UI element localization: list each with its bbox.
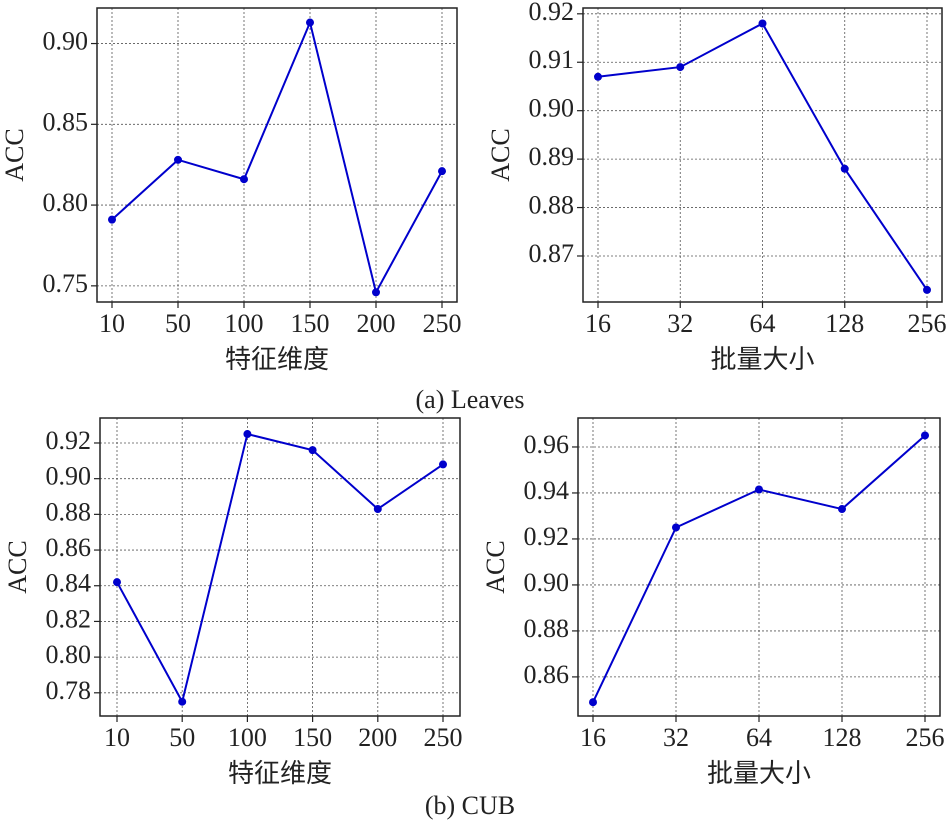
- x-tick-label: 50: [169, 723, 195, 752]
- data-point: [372, 288, 380, 297]
- plot-frame: [99, 417, 461, 717]
- data-point: [306, 18, 314, 27]
- y-axis-label: ACC: [0, 128, 29, 181]
- y-axis-label: ACC: [481, 540, 510, 593]
- x-tick-label: 256: [908, 309, 946, 338]
- data-line: [111, 19, 443, 296]
- x-axis-label: 批量大小: [707, 759, 811, 788]
- data-point: [178, 697, 187, 706]
- y-tick-label: 0.86: [46, 533, 92, 562]
- x-axis-label: 特征维度: [228, 759, 332, 788]
- y-tick-label: 0.90: [524, 568, 570, 597]
- plot-frame: [582, 7, 943, 303]
- y-tick-label: 0.88: [529, 191, 575, 220]
- y-tick-label: 0.90: [43, 27, 89, 56]
- caption: (b) CUB: [425, 791, 515, 820]
- x-tick-label: 10: [104, 723, 130, 752]
- data-point: [676, 63, 685, 72]
- y-tick-label: 0.91: [529, 45, 575, 74]
- x-tick-label: 128: [823, 723, 862, 752]
- y-tick-label: 0.89: [529, 142, 575, 171]
- data-point: [108, 215, 116, 224]
- x-tick-label: 32: [667, 309, 693, 338]
- data-point: [113, 578, 121, 587]
- data-point: [174, 155, 182, 164]
- x-tick-label: 250: [424, 723, 463, 752]
- y-axis-label: ACC: [486, 128, 515, 181]
- x-tick-label: 100: [228, 723, 267, 752]
- y-axis-label: ACC: [3, 540, 32, 593]
- y-tick-label: 0.75: [43, 269, 89, 298]
- y-tick-label: 0.88: [524, 614, 570, 643]
- data-point: [758, 19, 767, 28]
- y-tick-label: 0.80: [46, 640, 92, 669]
- y-tick-label: 0.88: [46, 497, 92, 526]
- y-tick-label: 0.85: [43, 107, 89, 136]
- data-point: [373, 505, 382, 514]
- plot-frame: [96, 7, 458, 303]
- x-tick-label: 200: [357, 309, 396, 338]
- x-tick-label: 10: [99, 309, 125, 338]
- data-point: [755, 485, 763, 494]
- data-point: [840, 164, 849, 173]
- y-tick-label: 0.96: [524, 430, 570, 459]
- x-tick-label: 150: [291, 309, 330, 338]
- x-tick-label: 200: [358, 723, 397, 752]
- x-tick-label: 256: [906, 723, 945, 752]
- y-tick-label: 0.84: [46, 569, 92, 598]
- y-tick-label: 0.92: [529, 0, 575, 26]
- y-tick-label: 0.87: [529, 239, 575, 268]
- x-tick-label: 128: [825, 309, 864, 338]
- y-tick-label: 0.92: [46, 426, 92, 455]
- y-tick-label: 0.90: [46, 462, 92, 491]
- y-tick-label: 0.94: [524, 476, 570, 505]
- x-tick-label: 150: [293, 723, 332, 752]
- x-tick-label: 64: [750, 309, 776, 338]
- plot-frame: [577, 417, 941, 717]
- data-line: [116, 432, 444, 705]
- data-point: [921, 431, 929, 440]
- y-tick-label: 0.92: [524, 522, 570, 551]
- x-tick-label: 16: [585, 309, 611, 338]
- y-tick-label: 0.90: [529, 94, 575, 123]
- x-tick-label: 100: [225, 309, 264, 338]
- data-point: [438, 167, 446, 176]
- data-point: [240, 175, 248, 184]
- x-axis-label: 批量大小: [710, 345, 814, 374]
- data-point: [838, 505, 846, 514]
- data-point: [589, 698, 597, 707]
- y-tick-label: 0.82: [46, 604, 92, 633]
- x-tick-label: 250: [423, 309, 462, 338]
- data-point: [439, 460, 447, 469]
- y-tick-label: 0.86: [524, 660, 570, 689]
- data-point: [594, 72, 602, 81]
- x-tick-label: 32: [663, 723, 689, 752]
- x-tick-label: 50: [165, 309, 191, 338]
- y-tick-label: 0.78: [46, 676, 92, 705]
- data-point: [308, 446, 317, 455]
- x-tick-label: 16: [580, 723, 606, 752]
- x-axis-label: 特征维度: [225, 345, 329, 374]
- data-point: [672, 523, 680, 532]
- x-tick-label: 64: [746, 723, 772, 752]
- data-point: [923, 285, 931, 294]
- data-point: [243, 430, 252, 439]
- y-tick-label: 0.80: [43, 188, 89, 217]
- caption: (a) Leaves: [416, 385, 525, 414]
